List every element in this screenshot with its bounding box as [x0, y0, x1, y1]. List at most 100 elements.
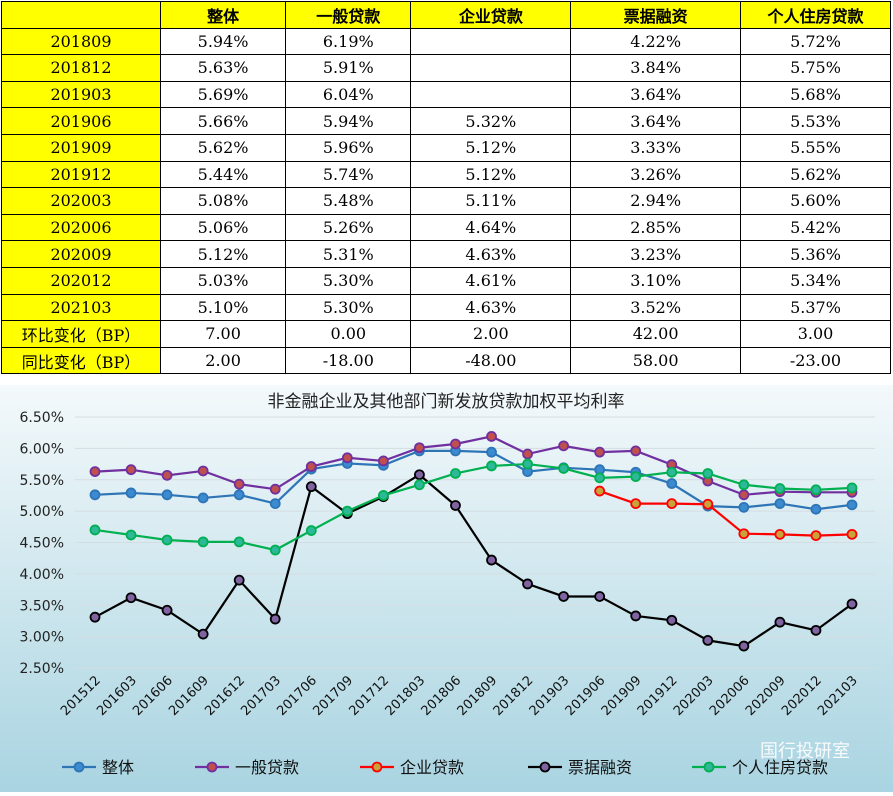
legend-marker	[206, 761, 218, 773]
data-point	[738, 640, 750, 652]
table-cell: -18.00	[285, 346, 412, 375]
data-point	[377, 490, 389, 501]
legend-label: 企业贷款	[400, 758, 464, 777]
row-label: 201912	[1, 160, 161, 189]
table-cell: 4.63%	[410, 293, 572, 322]
y-tick-label: 5.50%	[20, 473, 64, 489]
legend-label: 整体	[102, 758, 134, 777]
data-point	[269, 544, 281, 556]
data-point	[666, 498, 678, 509]
data-point	[269, 483, 281, 495]
data-point	[341, 505, 353, 517]
data-point	[305, 525, 317, 536]
data-point	[450, 468, 461, 479]
table-cell: 5.48%	[285, 187, 412, 215]
data-point	[414, 479, 425, 491]
y-tick-label: 3.00%	[20, 630, 64, 646]
data-point	[666, 478, 678, 489]
table-cell: 5.72%	[740, 27, 891, 56]
data-point	[522, 448, 533, 460]
table-row: 202103 5.10% 5.30% 4.63% 3.52% 5.37%	[1, 293, 891, 322]
data-point	[594, 591, 606, 602]
y-tick-label: 4.50%	[20, 536, 64, 552]
table-cell: 5.66%	[159, 107, 287, 135]
data-point	[810, 503, 822, 515]
data-point	[89, 466, 101, 477]
data-point	[774, 528, 786, 540]
data-point	[305, 481, 317, 493]
data-point	[810, 530, 822, 541]
row-label: 202003	[1, 187, 161, 215]
series-line	[94, 462, 853, 552]
data-point	[558, 591, 570, 602]
y-tick-label: 6.00%	[20, 441, 64, 457]
data-point	[522, 458, 533, 470]
table-cell: 5.10%	[159, 293, 287, 322]
data-point	[125, 592, 137, 604]
data-point	[774, 483, 786, 494]
table-cell: 5.68%	[740, 80, 891, 109]
data-point	[125, 464, 137, 476]
table-cell	[410, 54, 572, 82]
data-point	[810, 624, 822, 636]
row-label: 201906	[1, 107, 161, 135]
table-row: 201903 5.69% 6.04% 3.64% 5.68%	[1, 80, 891, 109]
table-cell: 5.12%	[159, 240, 287, 268]
legend-marker	[73, 761, 85, 773]
table-cell: 5.63%	[159, 54, 287, 82]
table-cell: 5.32%	[410, 107, 572, 135]
column-header: 个人住房贷款	[740, 1, 891, 29]
data-point	[161, 604, 173, 616]
table-row: 202009 5.12% 5.31% 4.63% 3.23% 5.36%	[1, 240, 891, 268]
table-cell: 3.26%	[570, 160, 742, 189]
table-cell: 5.53%	[740, 107, 891, 135]
data-point	[125, 487, 137, 499]
data-point	[161, 489, 173, 501]
table-cell: 5.62%	[159, 133, 287, 162]
data-point	[558, 440, 570, 452]
data-point	[702, 634, 714, 646]
table-cell: 5.06%	[159, 213, 287, 242]
row-label: 202006	[1, 213, 161, 242]
table-cell: 5.12%	[410, 160, 572, 189]
table-cell: 5.12%	[410, 133, 572, 162]
data-point	[702, 468, 714, 479]
data-point	[161, 534, 173, 546]
row-label: 202012	[1, 266, 161, 295]
data-point	[630, 471, 642, 483]
table-cell: 4.63%	[410, 240, 572, 268]
table-cell: 5.08%	[159, 187, 287, 215]
data-point	[414, 469, 425, 481]
data-point	[233, 536, 245, 548]
data-point	[594, 472, 606, 484]
row-label: 同比变化（BP）	[1, 346, 161, 375]
data-point	[738, 479, 750, 491]
data-point	[233, 478, 245, 490]
table-cell: 5.11%	[410, 187, 572, 215]
table-cell: 5.62%	[740, 160, 891, 189]
y-tick-label: 2.50%	[20, 661, 64, 677]
table-cell	[410, 27, 572, 56]
row-label: 201809	[1, 27, 161, 56]
table-cell: 2.94%	[570, 187, 742, 215]
series-line	[94, 449, 853, 511]
table-cell: 4.61%	[410, 266, 572, 295]
watermark: 国行投研室	[760, 741, 850, 762]
data-point	[89, 524, 101, 536]
table-cell: 2.00	[410, 320, 572, 348]
legend-label: 一般贷款	[235, 758, 299, 777]
data-point	[414, 442, 425, 454]
table-cell: 7.00	[159, 320, 287, 348]
table-cell: 2.85%	[570, 213, 742, 242]
table-cell: 5.91%	[285, 54, 412, 82]
data-point	[774, 616, 786, 628]
data-point	[233, 489, 245, 501]
table-cell: 5.44%	[159, 160, 287, 189]
table-cell: 3.64%	[570, 107, 742, 135]
data-point	[594, 446, 606, 458]
column-header: 企业贷款	[410, 1, 572, 29]
table-cell: -48.00	[410, 346, 572, 375]
data-point	[738, 501, 750, 513]
data-point	[233, 574, 245, 586]
table-cell: 5.94%	[159, 27, 287, 56]
